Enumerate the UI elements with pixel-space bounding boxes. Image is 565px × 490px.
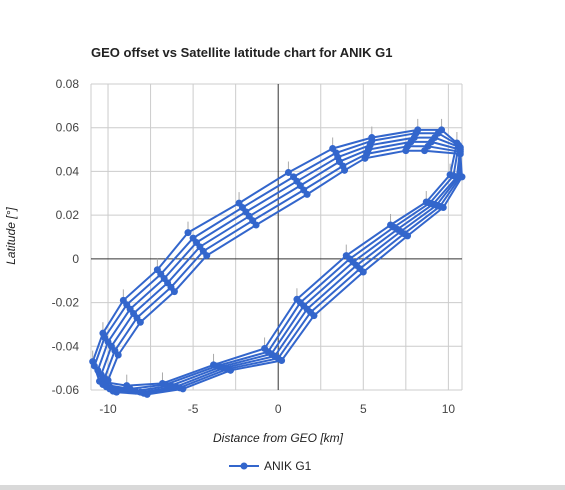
- x-tick-label: 0: [275, 402, 282, 416]
- x-axis-title: Distance from GEO [km]: [213, 431, 344, 445]
- data-point[interactable]: [203, 252, 211, 260]
- data-point[interactable]: [227, 366, 235, 374]
- y-tick-label: 0.02: [56, 208, 80, 222]
- x-tick-label: -10: [99, 402, 117, 416]
- data-point[interactable]: [179, 385, 187, 393]
- data-point[interactable]: [402, 147, 410, 155]
- data-point[interactable]: [143, 390, 151, 398]
- y-tick-label: 0.04: [56, 164, 80, 178]
- legend[interactable]: ANIK G1: [229, 459, 312, 473]
- data-point[interactable]: [113, 388, 121, 396]
- y-tick-label: 0: [72, 252, 79, 266]
- data-point[interactable]: [341, 166, 349, 174]
- data-point[interactable]: [458, 173, 466, 181]
- data-point[interactable]: [252, 221, 260, 229]
- y-tick-label: -0.06: [52, 383, 80, 397]
- y-tick-label: -0.02: [52, 296, 80, 310]
- data-point[interactable]: [439, 203, 447, 211]
- y-tick-label: 0.08: [56, 77, 80, 91]
- data-point[interactable]: [310, 312, 318, 320]
- data-point[interactable]: [184, 229, 192, 237]
- chart-title: GEO offset vs Satellite latitude chart f…: [91, 45, 392, 60]
- x-tick-label: -5: [188, 402, 199, 416]
- y-tick-label: -0.04: [52, 339, 80, 353]
- x-tick-label: 5: [360, 402, 367, 416]
- bottom-divider: [0, 485, 565, 490]
- y-axis-title: Latitude [°]: [4, 207, 18, 265]
- data-point[interactable]: [136, 318, 144, 326]
- x-tick-label: 10: [442, 402, 456, 416]
- tick-labels: 0.08 0.06 0.04 0.02 0 -0.02 -0.04 -0.06 -10 -5 0 5 1…: [52, 77, 456, 416]
- data-point[interactable]: [278, 356, 286, 364]
- data-point[interactable]: [404, 232, 412, 240]
- legend-label: ANIK G1: [264, 459, 312, 473]
- legend-marker: [240, 462, 248, 470]
- data-point[interactable]: [361, 154, 369, 162]
- data-point[interactable]: [421, 147, 429, 155]
- data-point[interactable]: [170, 288, 178, 296]
- y-tick-label: 0.06: [56, 121, 80, 135]
- data-point[interactable]: [303, 190, 311, 198]
- data-point[interactable]: [104, 376, 112, 384]
- data-point[interactable]: [114, 351, 122, 359]
- data-point[interactable]: [456, 150, 464, 158]
- series-ANIK-G1[interactable]: [89, 118, 466, 398]
- data-point[interactable]: [284, 169, 292, 177]
- axes: [91, 84, 462, 390]
- data-point[interactable]: [359, 268, 367, 276]
